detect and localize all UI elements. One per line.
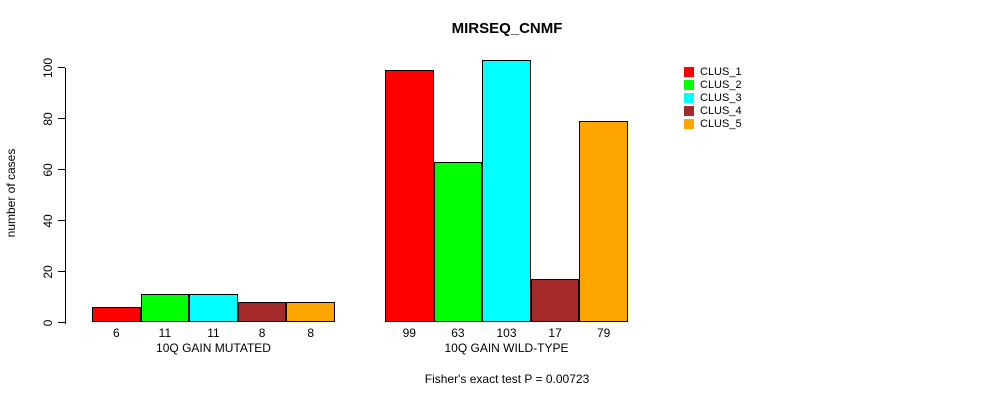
bar-value-label: 11 bbox=[207, 326, 220, 340]
legend-label: CLUS_5 bbox=[700, 117, 742, 130]
y-axis-label: number of cases bbox=[4, 148, 18, 238]
bar-value-label: 17 bbox=[548, 326, 562, 340]
y-tick-label: 100 bbox=[41, 57, 55, 78]
bar-value-label: 11 bbox=[158, 326, 172, 340]
bar-value-label: 63 bbox=[451, 326, 465, 340]
legend-label: CLUS_3 bbox=[700, 91, 742, 104]
y-tick-label: 40 bbox=[41, 213, 55, 228]
legend-label: CLUS_2 bbox=[700, 78, 742, 91]
bar-clus-1-group-1 bbox=[92, 307, 141, 323]
legend-row-clus-5: CLUS_5 bbox=[684, 117, 742, 130]
legend-row-clus-4: CLUS_4 bbox=[684, 104, 742, 117]
legend-swatch-icon bbox=[684, 118, 694, 129]
bar-clus-4-group-2 bbox=[530, 279, 580, 323]
bar-clus-1-group-2 bbox=[385, 70, 434, 323]
y-tick-mark bbox=[58, 169, 65, 170]
chart-title: MIRSEQ_CNMF bbox=[451, 20, 563, 37]
bar-clus-5-group-2 bbox=[579, 121, 628, 323]
legend: CLUS_1 CLUS_2 CLUS_3 CLUS_4 CLUS_5 bbox=[684, 65, 742, 130]
caption-fishers-test: Fisher's exact test P = 0.00723 bbox=[424, 372, 590, 386]
bar-clus-4-group-1 bbox=[237, 302, 287, 323]
bar-value-label: 6 bbox=[112, 326, 120, 340]
y-tick-label: 80 bbox=[41, 111, 55, 126]
y-axis-line bbox=[65, 67, 66, 324]
y-tick-mark bbox=[58, 67, 65, 68]
y-tick-mark bbox=[58, 118, 65, 119]
legend-swatch-icon bbox=[684, 105, 694, 116]
bar-clus-2-group-1 bbox=[140, 294, 190, 323]
x-category-label: 10Q GAIN WILD-TYPE bbox=[444, 341, 569, 355]
y-tick-label: 0 bbox=[41, 319, 55, 326]
bar-value-label: 99 bbox=[402, 326, 416, 340]
x-category-label: 10Q GAIN MUTATED bbox=[156, 341, 271, 355]
y-tick-mark bbox=[58, 271, 65, 272]
legend-row-clus-1: CLUS_1 bbox=[684, 65, 742, 78]
bar-value-label: 8 bbox=[258, 326, 266, 340]
legend-label: CLUS_1 bbox=[700, 65, 742, 78]
y-tick-mark bbox=[58, 322, 65, 323]
legend-swatch-icon bbox=[684, 79, 694, 90]
y-tick-mark bbox=[58, 220, 65, 221]
bar-clus-2-group-2 bbox=[433, 161, 483, 323]
bar-value-label: 103 bbox=[496, 326, 517, 340]
y-tick-label: 20 bbox=[41, 264, 55, 279]
bar-clus-5-group-1 bbox=[286, 302, 335, 323]
bar-value-label: 8 bbox=[307, 326, 315, 340]
bar-clus-3-group-1 bbox=[189, 294, 238, 323]
legend-swatch-icon bbox=[684, 92, 694, 103]
bar-value-label: 79 bbox=[597, 326, 611, 340]
bar-clus-3-group-2 bbox=[482, 59, 531, 323]
legend-swatch-icon bbox=[684, 66, 694, 77]
legend-row-clus-2: CLUS_2 bbox=[684, 78, 742, 91]
y-tick-label: 60 bbox=[41, 162, 55, 177]
legend-row-clus-3: CLUS_3 bbox=[684, 91, 742, 104]
legend-label: CLUS_4 bbox=[700, 104, 742, 117]
